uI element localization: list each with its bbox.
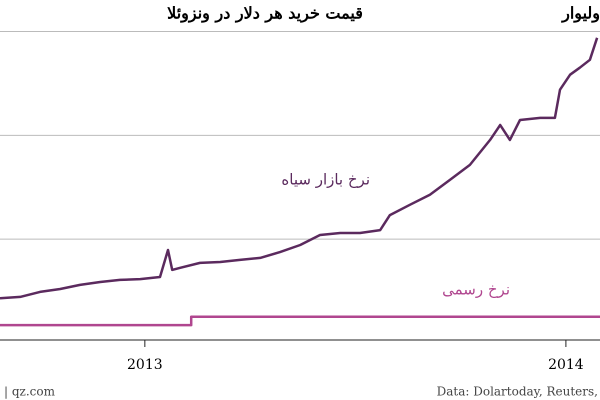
series-label: نرخ بازار سیاه	[281, 171, 370, 189]
chart-title: قیمت خرید هر دلار در ونزوئلا	[167, 4, 363, 24]
series-line	[0, 315, 600, 327]
source: Data: Dolartoday, Reuters,	[437, 385, 598, 399]
chart-subtitle: ولیوار	[561, 4, 600, 24]
series-label: نرخ رسمی	[442, 281, 510, 299]
series-line	[0, 37, 599, 300]
credit: | qz.com	[4, 385, 56, 399]
x-tick-label: 2013	[127, 357, 163, 373]
x-tick-label: 2014	[548, 357, 584, 373]
